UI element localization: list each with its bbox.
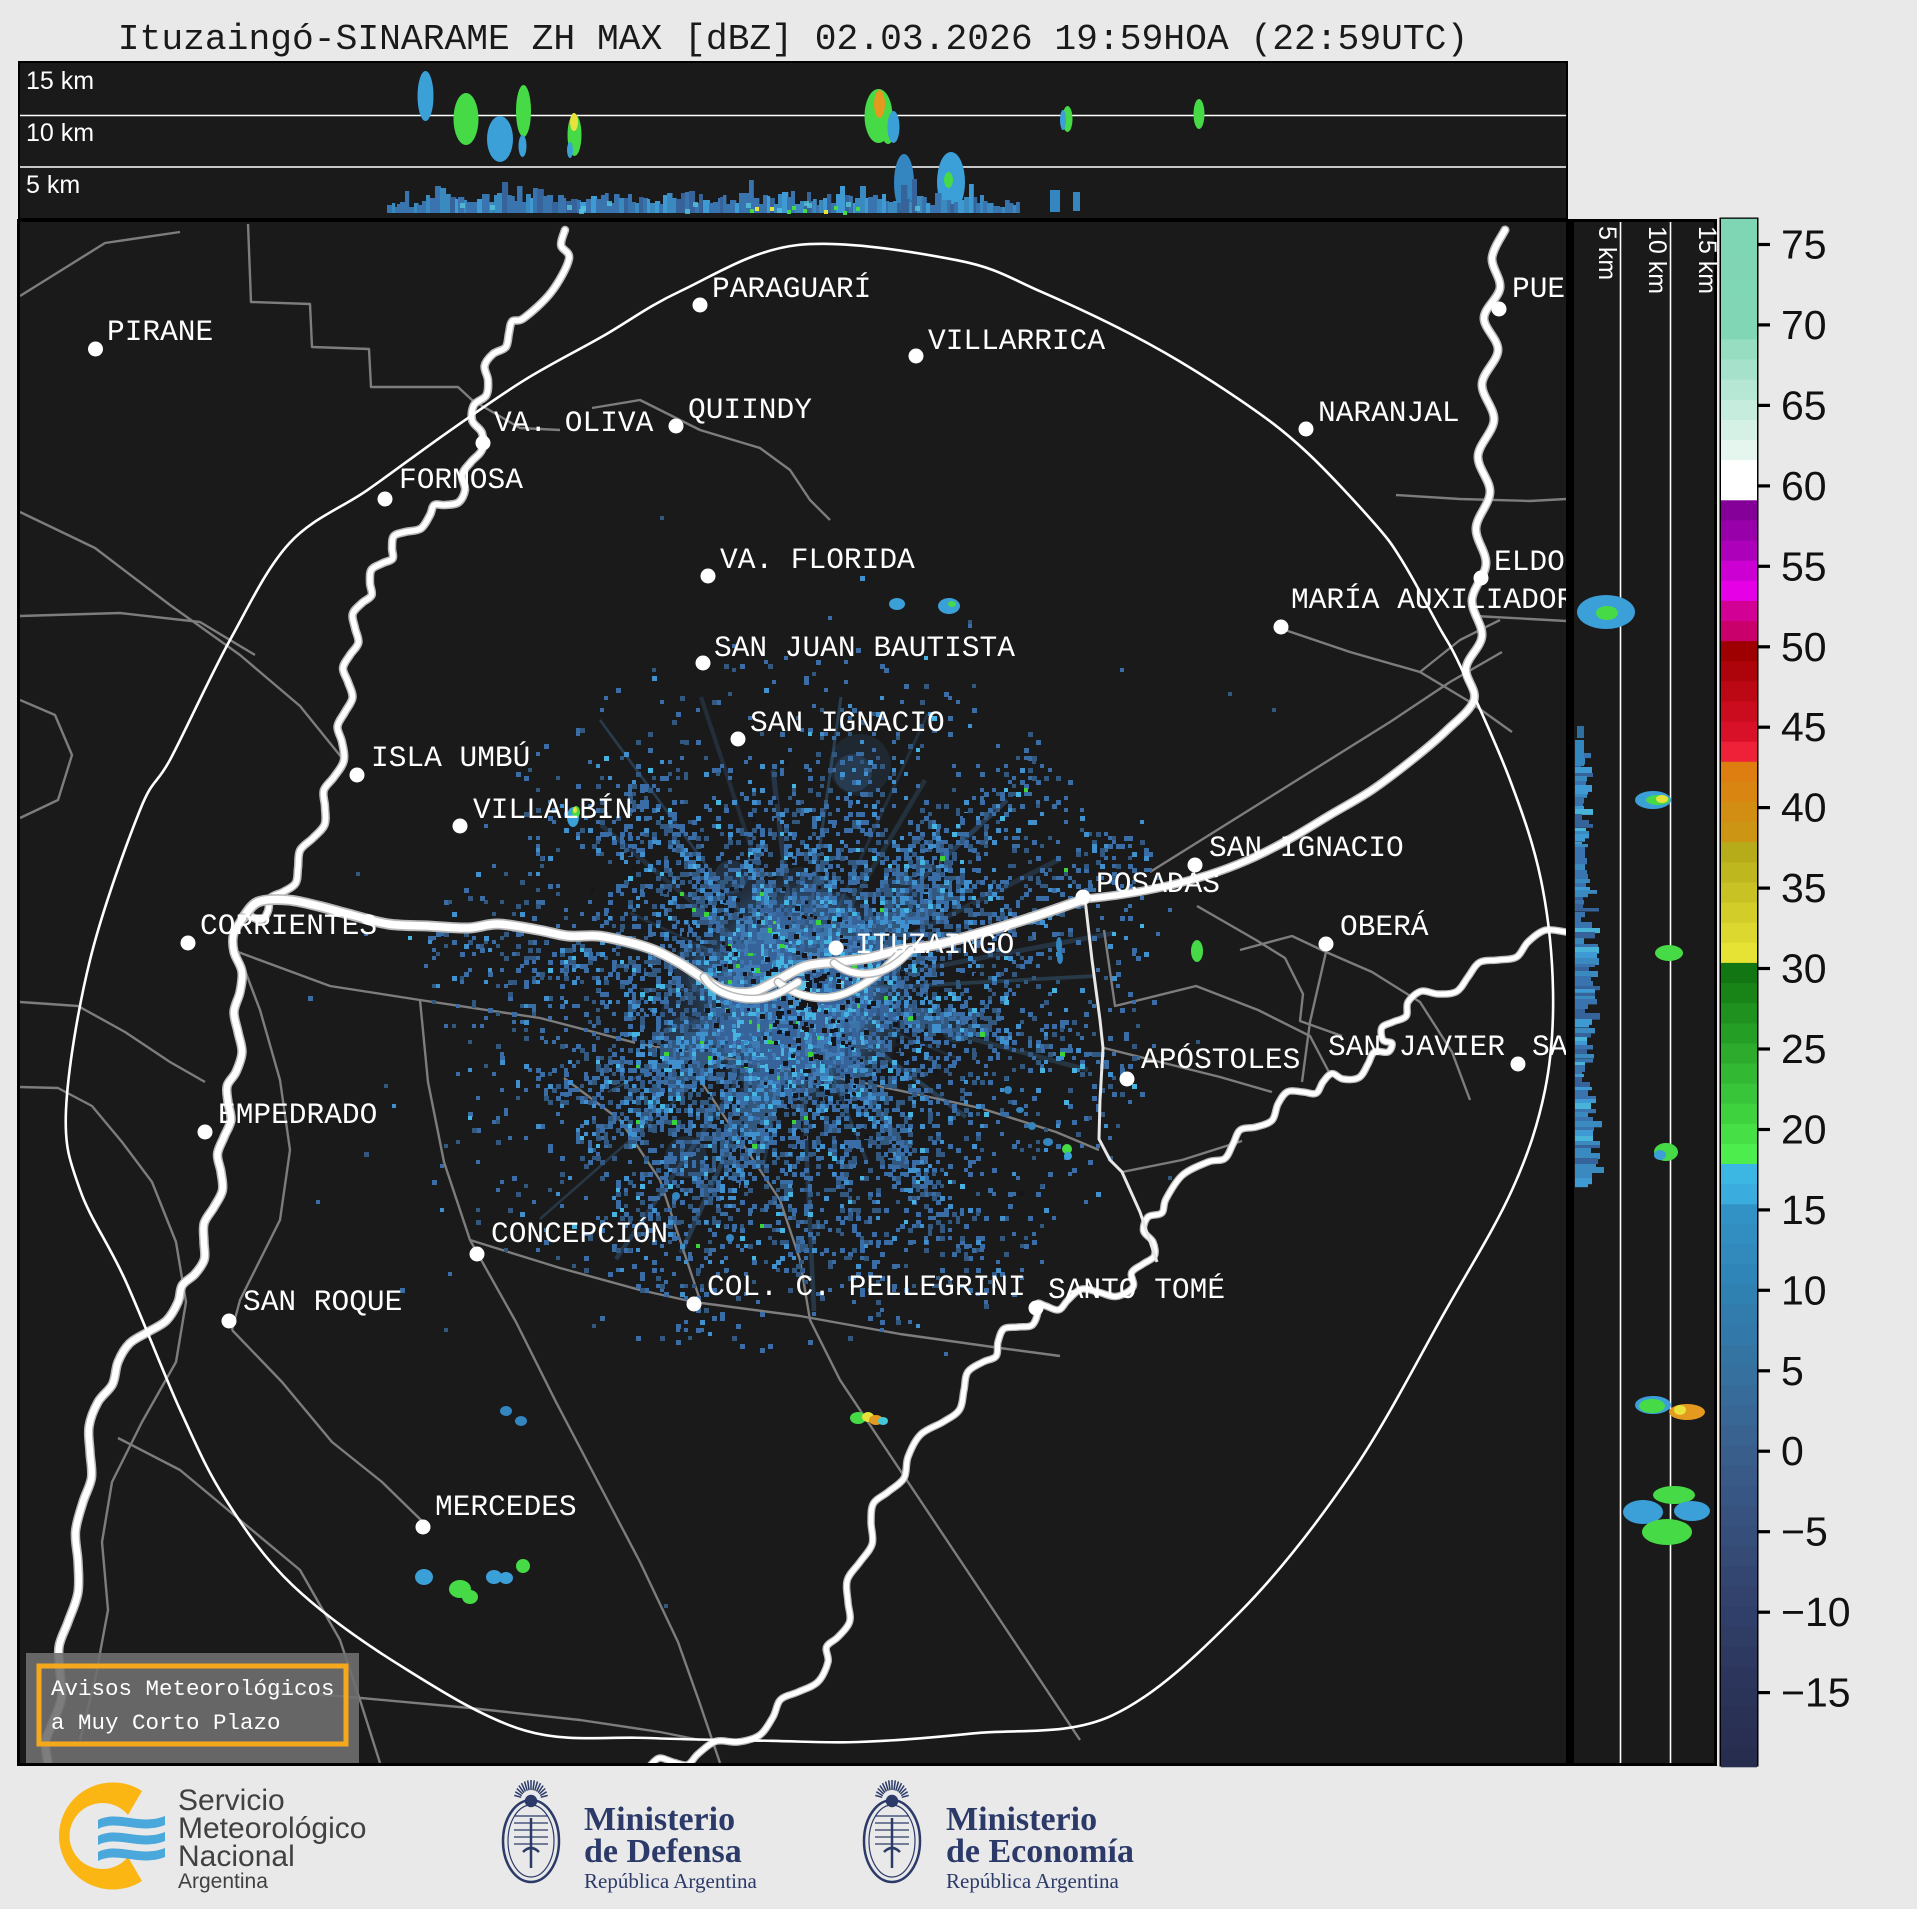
- svg-text:MARÍA AUXILIADORA: MARÍA AUXILIADORA: [1291, 583, 1592, 617]
- svg-text:ITUZAINGÓ: ITUZAINGÓ: [855, 928, 1014, 962]
- svg-text:Avisos Meteorológicos: Avisos Meteorológicos: [51, 1676, 335, 1702]
- svg-text:SAN ROQUE: SAN ROQUE: [243, 1285, 402, 1319]
- svg-text:OBERÁ: OBERÁ: [1340, 910, 1429, 944]
- svg-text:45: 45: [1781, 704, 1827, 750]
- svg-text:SANTO TOMÉ: SANTO TOMÉ: [1048, 1273, 1225, 1307]
- svg-text:10 km: 10 km: [1643, 226, 1671, 294]
- svg-text:ISLA UMBÚ: ISLA UMBÚ: [371, 741, 530, 775]
- svg-text:40: 40: [1781, 785, 1827, 831]
- svg-text:República Argentina: República Argentina: [946, 1869, 1119, 1893]
- svg-text:EMPEDRADO: EMPEDRADO: [218, 1098, 377, 1132]
- svg-text:República Argentina: República Argentina: [584, 1869, 757, 1893]
- svg-text:5: 5: [1781, 1348, 1804, 1394]
- svg-text:Ministerio: Ministerio: [946, 1801, 1097, 1838]
- svg-text:35: 35: [1781, 865, 1827, 911]
- svg-text:CORRIENTES: CORRIENTES: [200, 909, 377, 943]
- svg-text:15 km: 15 km: [26, 67, 94, 95]
- svg-text:COL. C. PELLEGRINI: COL. C. PELLEGRINI: [707, 1270, 1026, 1304]
- svg-text:de Defensa: de Defensa: [584, 1833, 742, 1870]
- svg-text:75: 75: [1781, 222, 1827, 268]
- svg-text:Ministerio: Ministerio: [584, 1801, 735, 1838]
- svg-text:QUIINDY: QUIINDY: [688, 393, 812, 427]
- svg-text:55: 55: [1781, 543, 1827, 589]
- svg-text:Argentina: Argentina: [178, 1870, 268, 1893]
- svg-text:30: 30: [1781, 946, 1827, 992]
- svg-text:50: 50: [1781, 624, 1827, 670]
- svg-text:APÓSTOLES: APÓSTOLES: [1141, 1043, 1300, 1077]
- svg-text:MERCEDES: MERCEDES: [435, 1490, 577, 1524]
- svg-text:PUERTO: PUERTO: [1512, 272, 1618, 306]
- svg-text:25: 25: [1781, 1026, 1827, 1072]
- svg-text:−10: −10: [1781, 1589, 1851, 1635]
- svg-text:Nacional: Nacional: [178, 1840, 295, 1873]
- svg-text:SAN JAVIER: SAN JAVIER: [1328, 1030, 1505, 1064]
- svg-text:SAN IGNACIO: SAN IGNACIO: [1209, 831, 1404, 865]
- svg-text:VILLALBÍN: VILLALBÍN: [473, 793, 632, 827]
- svg-text:−5: −5: [1781, 1509, 1828, 1555]
- svg-text:15 km: 15 km: [1693, 226, 1721, 294]
- svg-text:−15: −15: [1781, 1670, 1851, 1716]
- svg-text:PIRANE: PIRANE: [107, 315, 213, 349]
- svg-text:5 km: 5 km: [1593, 226, 1621, 280]
- svg-text:0: 0: [1781, 1428, 1804, 1474]
- svg-text:SAN IGNACIO: SAN IGNACIO: [750, 706, 945, 740]
- svg-text:15: 15: [1781, 1187, 1827, 1233]
- svg-text:65: 65: [1781, 382, 1827, 428]
- svg-text:SA: SA: [1532, 1030, 1568, 1064]
- svg-text:FORMOSA: FORMOSA: [399, 463, 523, 497]
- svg-text:SAN JUAN BAUTISTA: SAN JUAN BAUTISTA: [714, 631, 1015, 665]
- svg-text:Meteorológico: Meteorológico: [178, 1812, 366, 1845]
- svg-text:a Muy Corto Plazo: a Muy Corto Plazo: [51, 1710, 281, 1736]
- svg-text:Ituzaingó-SINARAME ZH MAX [dBZ: Ituzaingó-SINARAME ZH MAX [dBZ] 02.03.20…: [118, 19, 1468, 60]
- svg-text:NARANJAL: NARANJAL: [1318, 396, 1460, 430]
- svg-text:ELDORADO: ELDORADO: [1494, 545, 1636, 579]
- svg-text:de Economía: de Economía: [946, 1833, 1134, 1870]
- svg-text:Servicio: Servicio: [178, 1784, 285, 1817]
- svg-text:20: 20: [1781, 1107, 1827, 1153]
- svg-text:10 km: 10 km: [26, 119, 94, 147]
- svg-text:CONCEPCIÓN: CONCEPCIÓN: [491, 1217, 668, 1251]
- svg-text:PARAGUARÍ: PARAGUARÍ: [712, 272, 871, 306]
- svg-text:VA. FLORIDA: VA. FLORIDA: [720, 543, 915, 577]
- svg-text:VA. OLIVA: VA. OLIVA: [494, 406, 654, 440]
- svg-text:POSADAS: POSADAS: [1096, 867, 1220, 901]
- svg-text:VILLARRICA: VILLARRICA: [928, 324, 1105, 358]
- svg-text:60: 60: [1781, 463, 1827, 509]
- svg-text:10: 10: [1781, 1267, 1827, 1313]
- svg-text:5 km: 5 km: [26, 171, 80, 199]
- svg-text:70: 70: [1781, 302, 1827, 348]
